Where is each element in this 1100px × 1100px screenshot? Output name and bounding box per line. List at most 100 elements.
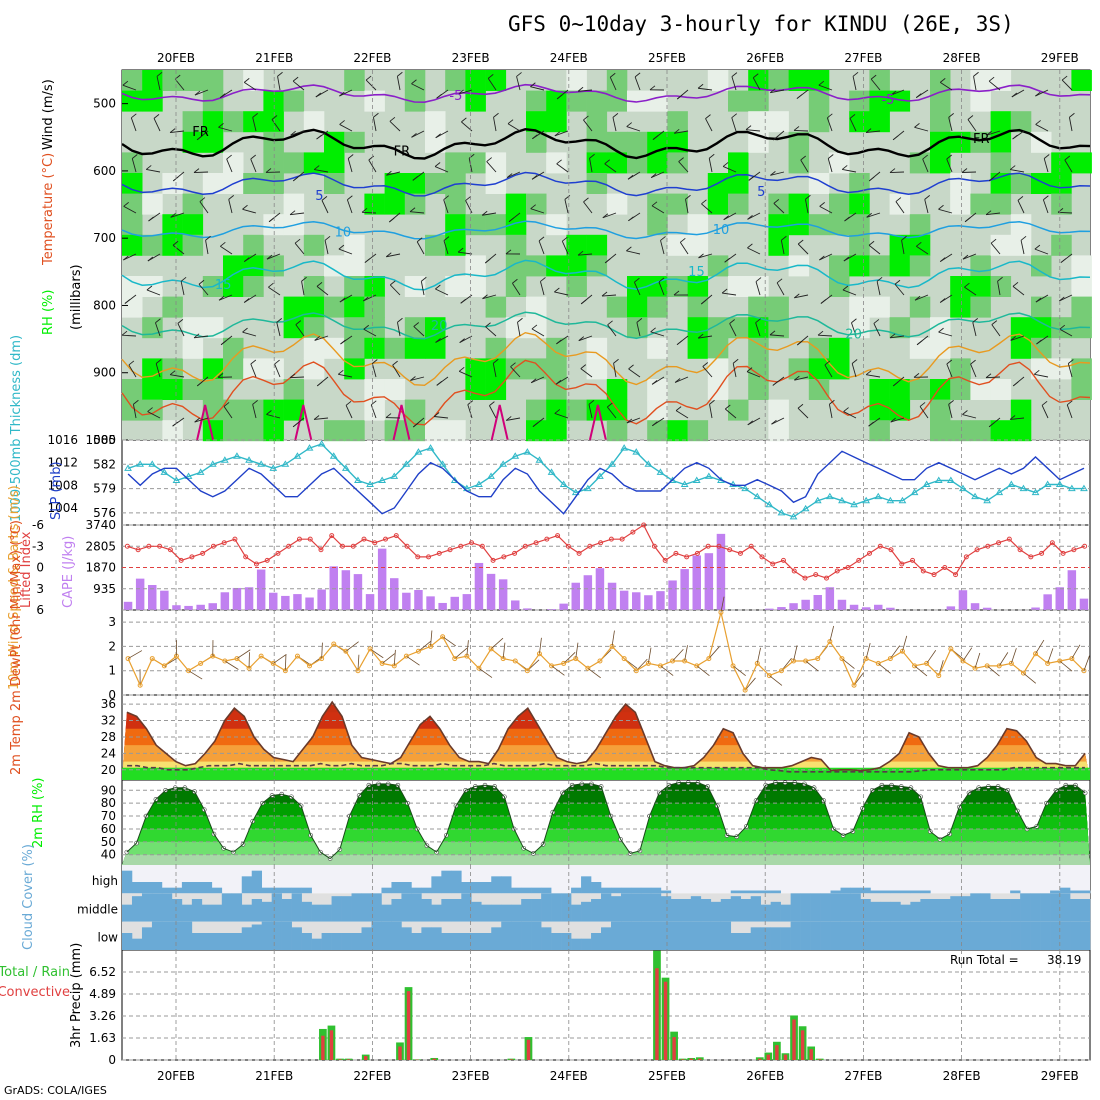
cloud-cell xyxy=(940,921,951,950)
rh-cell xyxy=(1031,296,1052,318)
wind-barb xyxy=(660,240,665,255)
date-label-bottom: 28FEB xyxy=(943,1069,981,1083)
wind-point xyxy=(839,656,845,662)
precip-convective-bar xyxy=(689,1058,693,1060)
rh-cell xyxy=(970,276,991,297)
lifted-point xyxy=(393,533,399,539)
wind-barb xyxy=(484,258,491,264)
wind-barb xyxy=(561,241,569,255)
wind-barb xyxy=(411,132,417,138)
cloud-cell xyxy=(860,887,871,894)
rh-cell xyxy=(768,193,789,215)
cloud-cell xyxy=(620,893,632,922)
rh-cell xyxy=(122,152,143,174)
wind-barb xyxy=(636,318,643,323)
cloud-cell xyxy=(291,887,302,894)
cloud-cell xyxy=(710,921,722,950)
rh-cell xyxy=(344,131,365,153)
wind-barb xyxy=(517,322,521,337)
wind-barb xyxy=(276,318,283,323)
wind-barb xyxy=(540,277,546,282)
cloud-cell xyxy=(581,938,592,950)
wind-barb xyxy=(562,236,568,242)
wind-barb xyxy=(554,287,560,293)
wind-barb xyxy=(626,122,633,127)
rh-cell xyxy=(526,111,547,133)
wind-barb xyxy=(1083,655,1090,671)
wind-barb xyxy=(793,126,800,131)
wind-barb xyxy=(851,363,857,378)
wind-barb xyxy=(123,255,129,261)
cloud-cell xyxy=(650,921,662,950)
wind-barb xyxy=(301,276,307,282)
contour-label: -5 xyxy=(881,93,894,108)
temp-tick-label: 24 xyxy=(101,746,116,760)
rh-cell xyxy=(1051,152,1072,174)
wind-barb xyxy=(868,244,881,255)
wind-barb xyxy=(583,201,593,214)
rh-cell xyxy=(667,152,688,174)
rh-cell xyxy=(687,214,709,236)
wind-barb xyxy=(271,115,278,120)
cloud-cell xyxy=(311,938,322,950)
date-label-bottom: 29FEB xyxy=(1041,1069,1079,1083)
wind-barb xyxy=(292,176,299,182)
rh-cell xyxy=(1010,399,1032,421)
wind-barb xyxy=(196,135,203,141)
lifted-point xyxy=(1082,543,1088,549)
cloud-cell xyxy=(870,921,881,950)
wind-barb xyxy=(530,208,545,214)
wind-barb xyxy=(974,652,981,669)
wind-barb xyxy=(1043,158,1049,173)
cloud-cell xyxy=(351,933,362,950)
rh-cell xyxy=(627,317,648,339)
wind-barb xyxy=(193,168,200,173)
pressure-tick-label: 900 xyxy=(93,366,116,380)
cloud-cell xyxy=(700,921,712,950)
wind-barb xyxy=(369,648,384,659)
panel-frame xyxy=(121,949,1091,1061)
wind-barb xyxy=(776,282,785,296)
cloud-cell xyxy=(660,896,672,922)
precip-convective-bar xyxy=(783,1054,788,1060)
wind-barb xyxy=(894,283,905,296)
wind-barb xyxy=(386,171,401,176)
contour-label: 5 xyxy=(315,189,323,204)
wind-barb xyxy=(701,203,713,214)
cloud-cell xyxy=(341,896,352,922)
wind-barb xyxy=(465,196,471,201)
cloud-cell xyxy=(910,901,921,922)
thickness-tick-label: 585 xyxy=(93,433,116,447)
wind-barb xyxy=(443,240,449,255)
wind-barb xyxy=(386,253,401,258)
rh-cell xyxy=(182,70,204,91)
lifted-point xyxy=(533,540,539,546)
rh-cell xyxy=(909,379,931,400)
wind-barb xyxy=(512,282,521,296)
cloud-cell xyxy=(451,933,462,950)
contour-label: 5 xyxy=(757,185,765,200)
lifted-point xyxy=(996,540,1002,546)
wind-barb xyxy=(554,409,561,414)
cloud-cell xyxy=(401,927,412,950)
wind-barb xyxy=(292,76,299,82)
rh-cell xyxy=(526,131,547,153)
precip-tick-label: 6.52 xyxy=(89,965,116,979)
wind-barb xyxy=(988,80,1001,91)
wind-barb xyxy=(890,90,897,96)
wind-barb xyxy=(268,217,275,223)
cloud-cell xyxy=(141,927,153,950)
thickness-point xyxy=(825,492,834,500)
wind-barb xyxy=(962,647,973,662)
rh-cell xyxy=(930,420,951,442)
wind-barb xyxy=(685,194,691,200)
dewpoint-line xyxy=(127,762,1085,773)
wind-barb xyxy=(877,663,891,674)
thickness-point xyxy=(608,460,616,467)
rh-cell xyxy=(243,234,264,256)
wind-barb xyxy=(155,318,161,324)
rh-cell xyxy=(788,70,810,91)
wind-point xyxy=(960,658,966,664)
thickness-tick-label: 579 xyxy=(93,482,116,496)
rh-cell xyxy=(849,214,870,236)
